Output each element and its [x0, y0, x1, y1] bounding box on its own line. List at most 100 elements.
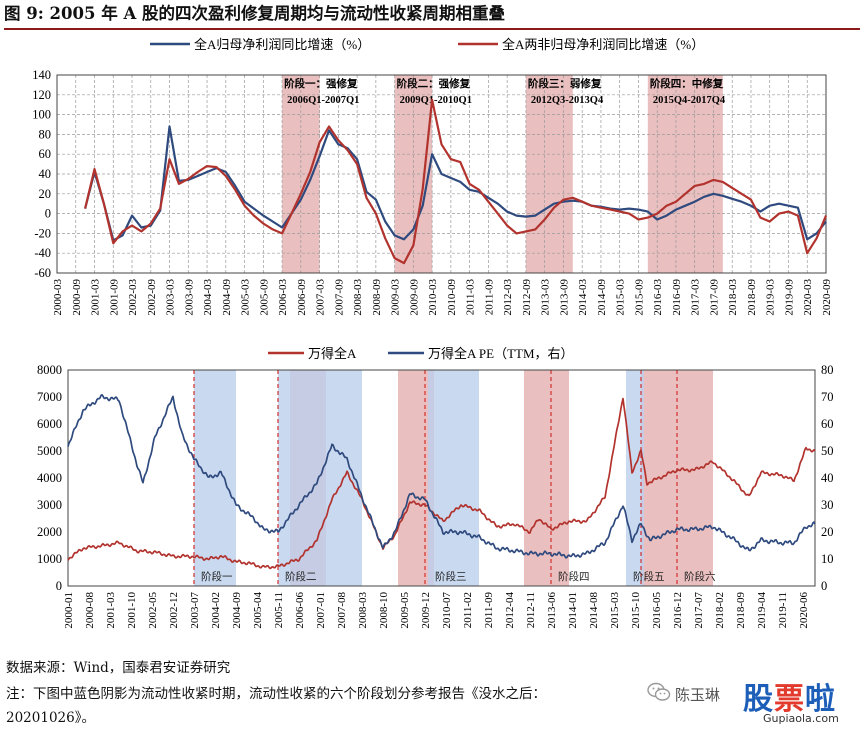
- legend-label-2: 全A两非归母净利润同比增速（%）: [502, 37, 704, 52]
- y-right-tick-label: 10: [821, 552, 834, 566]
- plot-frame-2: [67, 369, 816, 587]
- x-tick-label-2: 2014-08: [588, 592, 600, 629]
- legend-label-3: 万得全A: [308, 346, 357, 361]
- watermark: 陈玉琳 股票啦 Gupiaola.com: [645, 672, 860, 730]
- x-tick-label: 2017-09: [709, 279, 721, 316]
- y-tick-label: 120: [32, 88, 51, 102]
- x-tick-label: 2003-03: [165, 279, 177, 316]
- brand-char-1: 股: [743, 682, 774, 717]
- x-tick-label: 2015-03: [615, 279, 627, 316]
- x-tick-label-2: 2018-09: [735, 592, 747, 629]
- x-tick-label: 2013-09: [558, 279, 570, 316]
- x-tick-label-2: 2001-03: [105, 592, 117, 629]
- series-line-4: [67, 393, 816, 559]
- x-tick-label-2: 2011-02: [462, 592, 474, 628]
- liquidity-stage-label-2: 阶段二: [285, 570, 317, 583]
- x-tick-label-2: 2012-11: [525, 592, 537, 628]
- x-tick-label: 2012-09: [521, 279, 533, 316]
- tightening-band-3: [428, 370, 479, 586]
- x-tick-label: 2018-03: [727, 279, 739, 316]
- y-left-tick-label: 5000: [37, 444, 62, 458]
- x-tick-label-2: 2013-06: [546, 592, 558, 629]
- liquidity-stage-label-6: 阶段六: [684, 570, 716, 583]
- x-tick-label-2: 2017-07: [693, 592, 705, 629]
- stage-title-1: 阶段一：强修复: [284, 77, 358, 90]
- x-tick-label-2: 2007-08: [336, 592, 348, 629]
- x-tick-label-2: 2012-04: [504, 592, 516, 629]
- x-tick-label-2: 2001-10: [126, 592, 138, 629]
- y-right-tick-label: 50: [821, 444, 834, 458]
- x-tick-label: 2014-03: [577, 279, 589, 316]
- x-tick-label: 2008-03: [352, 279, 364, 316]
- y-tick-label: 100: [32, 108, 51, 122]
- x-tick-label: 2010-09: [446, 279, 458, 316]
- y-left-tick-label: 7000: [37, 390, 62, 404]
- x-tick-label-2: 2011-09: [483, 592, 495, 629]
- stage-band-4: [647, 75, 723, 273]
- x-tick-label-2: 2004-09: [231, 592, 243, 629]
- stage-period-2: 2009Q1-2010Q1: [400, 95, 472, 106]
- x-tick-label: 2014-09: [596, 279, 608, 316]
- x-tick-label: 2011-03: [465, 279, 477, 316]
- y-tick-label: 60: [39, 147, 52, 161]
- y-left-tick-label: 6000: [37, 417, 62, 431]
- series-line-1: [84, 125, 827, 242]
- liquidity-stage-label-1: 阶段一: [201, 570, 233, 583]
- x-tick-label: 2003-09: [183, 279, 195, 316]
- x-tick-label-2: 2006-06: [294, 592, 306, 629]
- x-tick-label-2: 2000-08: [84, 592, 96, 629]
- stage-period-1: 2006Q1-2007Q1: [287, 95, 359, 106]
- liquidity-stage-label-3: 阶段三: [435, 570, 467, 583]
- x-tick-label-2: 2008-10: [378, 592, 390, 629]
- y-left-tick-label: 3000: [37, 498, 62, 512]
- x-tick-label-2: 2004-02: [210, 592, 222, 629]
- series-line-2: [84, 98, 828, 265]
- x-tick-label: 2006-09: [296, 279, 308, 316]
- x-tick-label-2: 2019-11: [777, 592, 789, 628]
- y-right-tick-label: 80: [821, 363, 834, 377]
- figure-title: 图 9: 2005 年 A 股的四次盈利修复周期均与流动性收紧周期相重叠: [4, 2, 860, 30]
- legend-label-4: 万得全A PE（TTM，右）: [428, 346, 574, 361]
- y-left-tick-label: 8000: [37, 363, 62, 377]
- x-tick-label: 2011-09: [483, 279, 495, 316]
- x-tick-label: 2000-09: [71, 279, 83, 316]
- x-tick-label: 2004-03: [202, 279, 214, 316]
- x-tick-label: 2008-09: [371, 279, 383, 316]
- x-tick-label: 2019-09: [784, 279, 796, 316]
- x-tick-label-2: 2002-05: [147, 592, 159, 629]
- x-tick-label-2: 2020-06: [798, 592, 810, 629]
- x-tick-label: 2002-09: [146, 279, 158, 316]
- y-tick-label: -20: [34, 226, 51, 240]
- x-tick-label-2: 2005-04: [252, 592, 264, 629]
- y-right-tick-label: 20: [821, 525, 834, 539]
- y-tick-label: -40: [34, 246, 51, 260]
- x-tick-label-2: 2019-04: [756, 592, 768, 629]
- liquidity-stage-label-5: 阶段五: [633, 570, 665, 583]
- x-tick-label-2: 2007-01: [315, 592, 327, 629]
- stage-period-4: 2015Q4-2017Q4: [653, 95, 726, 106]
- x-tick-label: 2010-03: [427, 279, 439, 316]
- brand-char-2: 票: [774, 682, 805, 717]
- x-tick-label: 2016-03: [652, 279, 664, 316]
- y-right-tick-label: 70: [821, 390, 834, 404]
- legend-label-1: 全A归母净利润同比增速（%）: [194, 37, 370, 52]
- x-tick-label: 2013-03: [540, 279, 552, 316]
- x-tick-label: 2002-03: [127, 279, 139, 316]
- stage-title-2: 阶段二：强修复: [397, 77, 471, 90]
- x-tick-label-2: 2014-01: [567, 592, 579, 629]
- x-tick-label: 2005-03: [240, 279, 252, 316]
- x-tick-label: 2009-09: [408, 279, 420, 316]
- y-left-tick-label: 2000: [37, 525, 62, 539]
- x-tick-label: 2017-03: [690, 279, 702, 316]
- series-line-3: [67, 397, 816, 570]
- x-tick-label: 2018-09: [746, 279, 758, 316]
- y-right-tick-label: 40: [821, 471, 834, 485]
- x-tick-label: 2000-03: [52, 279, 64, 316]
- y-tick-label: 80: [39, 127, 52, 141]
- y-tick-label: 0: [45, 207, 51, 221]
- source-note: 数据来源：Wind，国泰君安证券研究: [6, 660, 231, 676]
- x-tick-label-2: 2002-12: [168, 592, 180, 629]
- y-tick-label: 140: [32, 68, 51, 82]
- y-tick-label: -60: [34, 266, 51, 280]
- x-tick-label-2: 2016-12: [672, 592, 684, 629]
